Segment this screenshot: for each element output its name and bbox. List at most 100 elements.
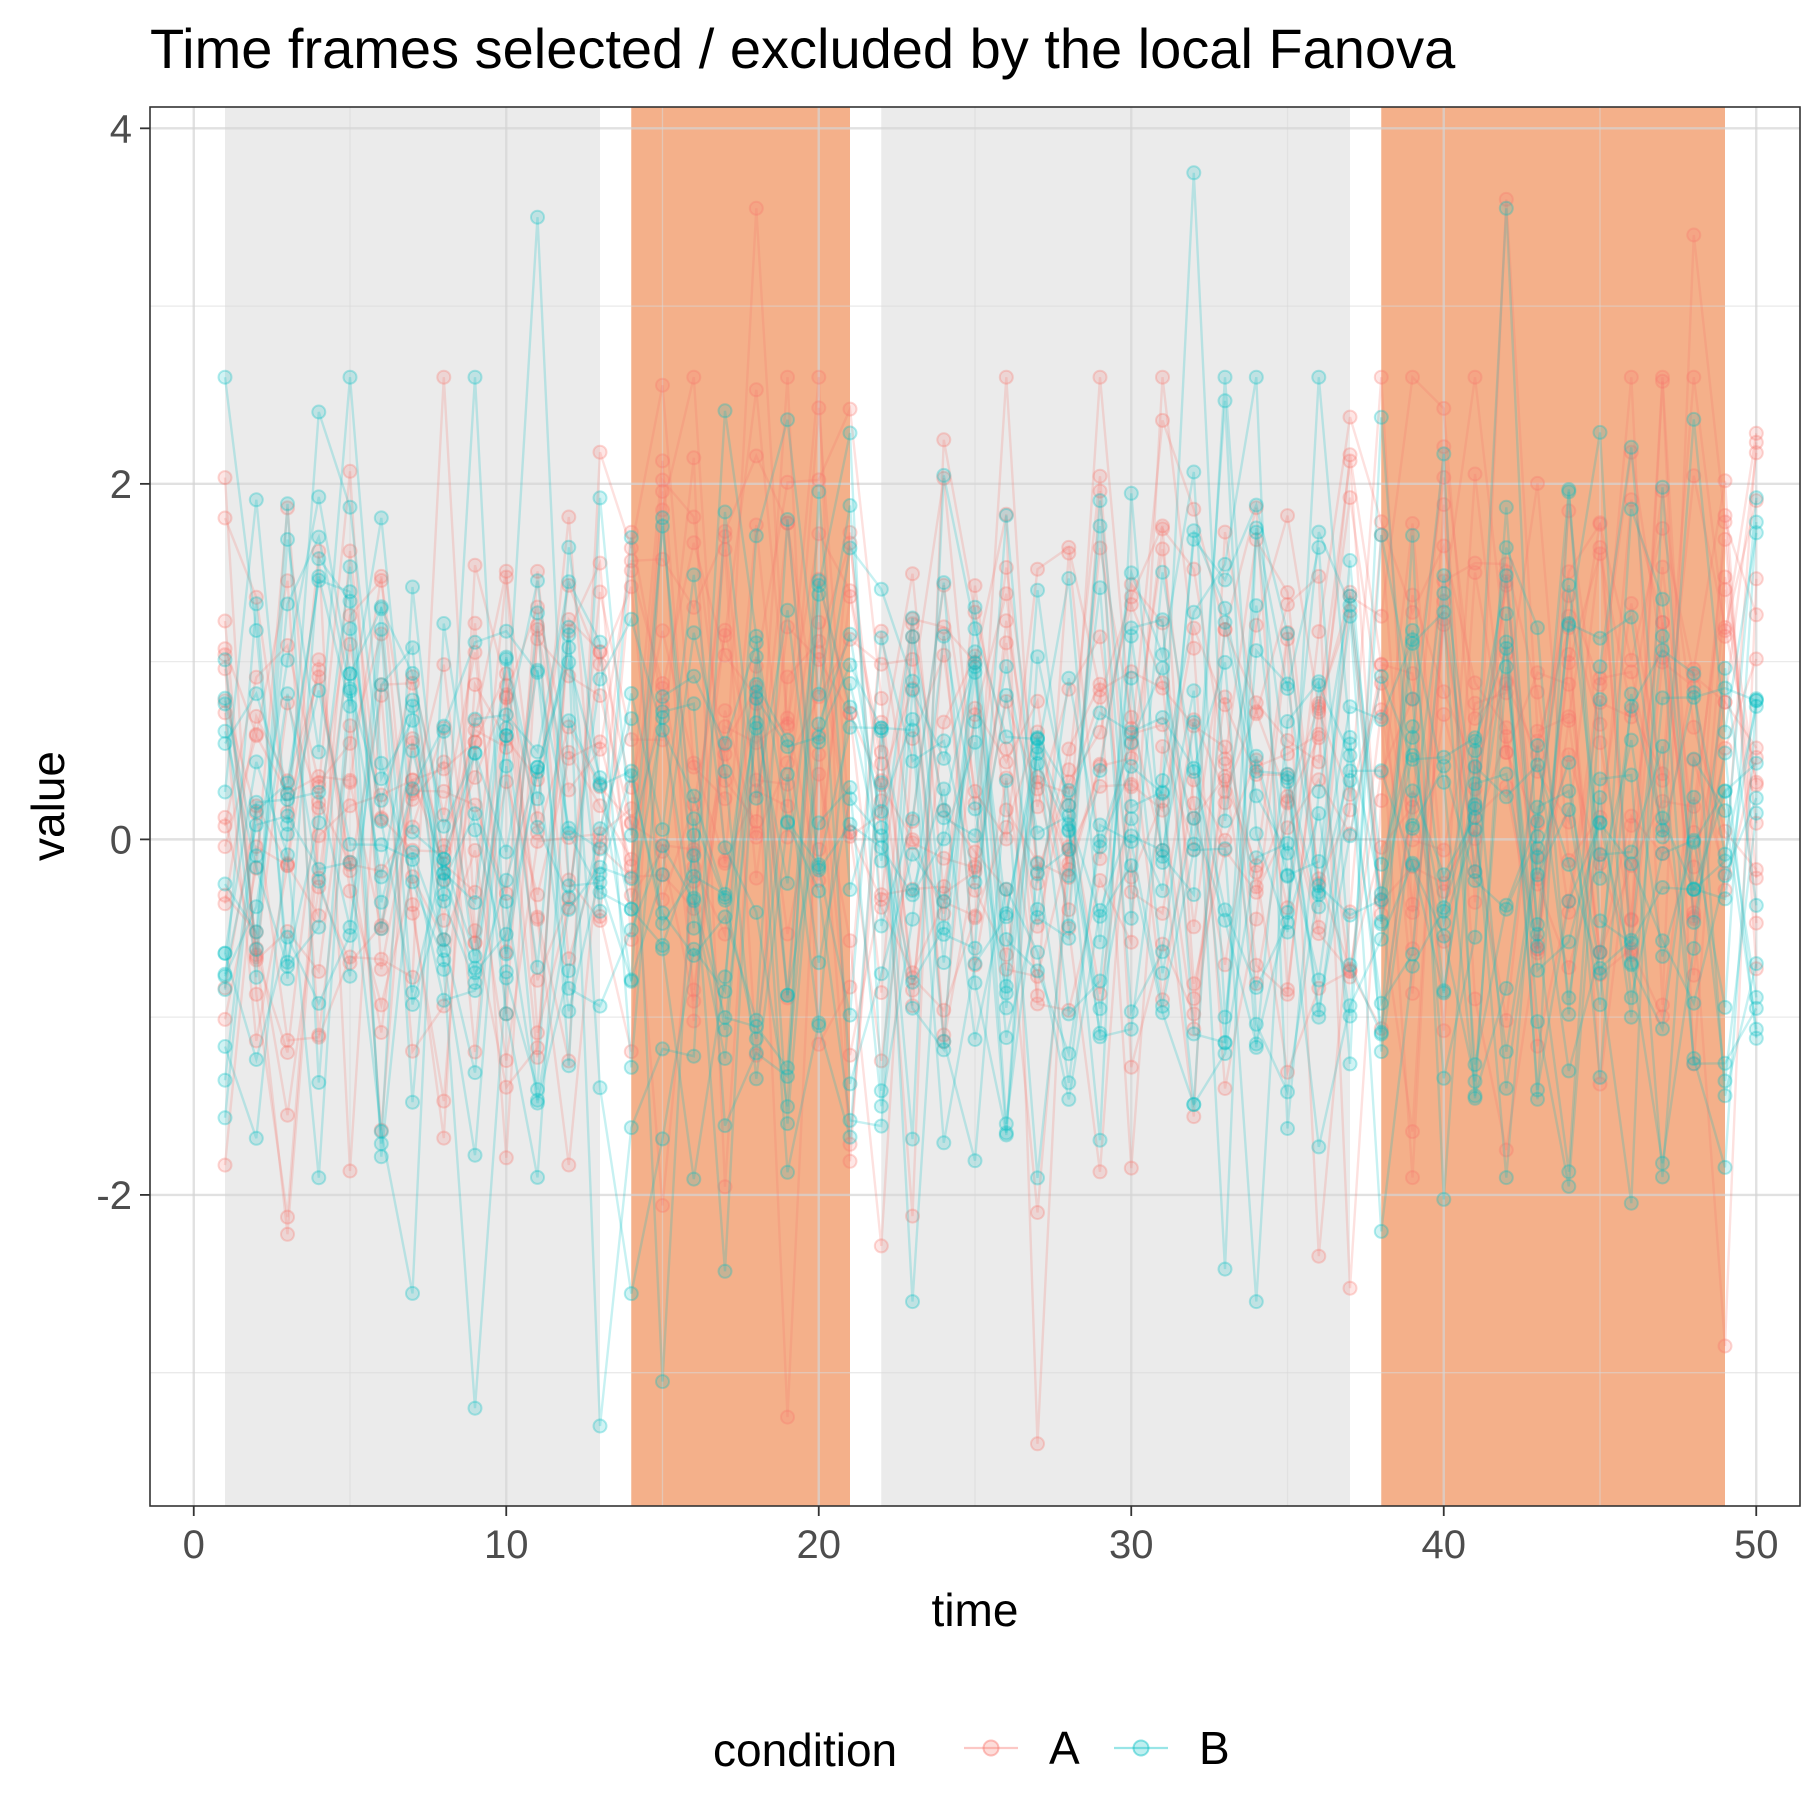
series-b-point <box>1061 822 1077 838</box>
series-b-point <box>1373 1044 1389 1060</box>
series-b-point <box>1655 810 1670 826</box>
series-a-point <box>248 708 264 724</box>
series-a-point <box>467 615 483 631</box>
series-b-point <box>1248 524 1264 540</box>
series-a-point <box>1561 747 1577 763</box>
series-b-curve <box>217 393 1764 1132</box>
series-b-point <box>1686 882 1702 897</box>
series-a-point <box>1498 673 1514 689</box>
series-b-point <box>936 751 952 766</box>
series-b-point <box>561 640 577 656</box>
series-a-point <box>1373 702 1389 718</box>
series-a-point <box>1436 617 1452 633</box>
series-b-point <box>1467 730 1483 746</box>
series-b-point <box>592 998 608 1014</box>
series-b-point <box>811 1018 827 1034</box>
series-b-line <box>223 377 1758 1179</box>
series-a-point <box>342 798 358 814</box>
series-b-point <box>1467 743 1483 759</box>
series-a-point <box>655 732 670 748</box>
series-a-point <box>811 873 827 888</box>
series-a-point <box>498 1079 514 1095</box>
series-b-point <box>686 788 702 804</box>
series-b-point <box>217 369 233 385</box>
series-b-point <box>1436 900 1452 916</box>
series-a-point <box>1561 655 1577 671</box>
series-a-point <box>1498 685 1514 701</box>
series-b-point <box>280 652 295 668</box>
series-b-point <box>623 901 639 917</box>
series-a-point <box>405 731 420 747</box>
series-a-point <box>1155 541 1170 557</box>
series-a-point <box>311 794 327 810</box>
series-b-point <box>905 974 920 990</box>
series-b-point <box>1467 1073 1483 1089</box>
series-b-point <box>248 817 264 833</box>
series-a-point <box>1717 623 1733 639</box>
series-a-curve <box>217 200 1764 1169</box>
series-a-point <box>717 773 733 789</box>
series-a-point <box>592 688 608 704</box>
series-b-point <box>1436 1191 1452 1207</box>
series-b-line <box>223 530 1758 1382</box>
series-b-point <box>873 720 889 736</box>
series-a-point <box>1498 744 1514 760</box>
series-a-point <box>1217 832 1233 848</box>
series-b-point <box>1592 847 1608 863</box>
series-a-point <box>623 732 639 748</box>
series-b-point <box>1123 798 1139 814</box>
series-b-point <box>342 698 358 714</box>
series-b-point <box>436 886 452 902</box>
series-a-point <box>373 787 389 803</box>
series-a-point <box>998 693 1014 709</box>
series-a-point <box>1655 615 1670 631</box>
series-a-point <box>936 432 952 448</box>
series-b-point <box>1623 767 1639 783</box>
series-a-point <box>1248 884 1264 900</box>
series-a-line <box>223 446 1758 1131</box>
series-b-point <box>405 640 420 656</box>
series-a-point <box>1436 439 1452 455</box>
series-a-point <box>905 731 920 747</box>
series-b-point <box>1623 957 1639 973</box>
series-b-point <box>717 1263 733 1279</box>
series-a-point <box>530 887 545 903</box>
series-b-point <box>905 846 920 862</box>
series-b-point <box>967 940 983 956</box>
series-b-point <box>1717 660 1733 676</box>
series-b-point <box>373 510 389 526</box>
series-a-point <box>1342 826 1358 842</box>
series-a-point <box>1467 369 1483 385</box>
series-a-point <box>1280 900 1295 916</box>
series-a-curve <box>217 369 1764 1095</box>
series-b-point <box>1655 880 1670 895</box>
series-b-point <box>686 827 702 843</box>
series-a-point <box>467 935 483 951</box>
series-a-point <box>530 909 545 925</box>
series-b-point <box>936 920 952 936</box>
series-a-point <box>1373 765 1389 781</box>
x-tick-label: 30 <box>1109 1523 1154 1567</box>
series-a-point <box>436 998 452 1014</box>
series-a-point <box>1248 752 1264 768</box>
series-a-point <box>1686 661 1702 677</box>
series-b-point <box>998 1116 1014 1132</box>
series-b-point <box>1311 784 1327 799</box>
series-a-point <box>1405 941 1420 957</box>
series-b-point <box>1311 878 1327 894</box>
series-a-point <box>405 969 420 985</box>
series-a-point <box>967 648 983 664</box>
series-a-point <box>342 955 358 971</box>
series-a-point <box>1655 373 1670 389</box>
series-a-point <box>592 555 608 571</box>
series-a-point <box>1186 640 1202 656</box>
series-a-point <box>873 891 889 907</box>
series-a-point <box>1561 960 1577 975</box>
series-a-point <box>1405 799 1420 815</box>
series-a-point <box>905 970 920 986</box>
series-a-point <box>405 675 420 691</box>
series-a-point <box>1405 1170 1420 1186</box>
series-a-point <box>248 805 264 821</box>
series-a-point <box>217 839 233 855</box>
series-a-point <box>811 726 827 742</box>
